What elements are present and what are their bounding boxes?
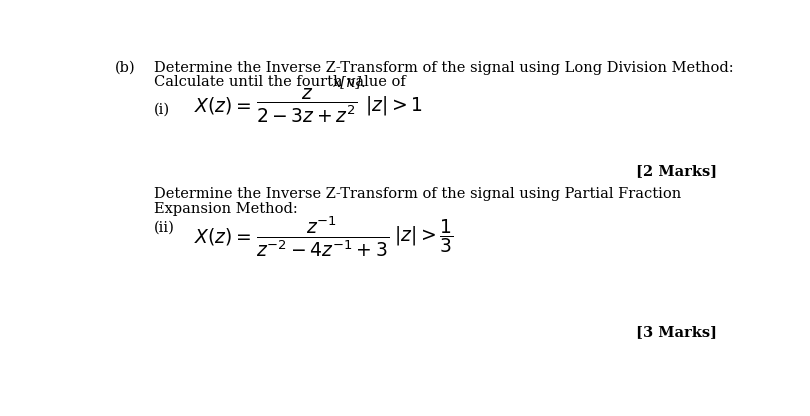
Text: [2 Marks]: [2 Marks] (636, 164, 718, 178)
Text: $X(z) = $: $X(z) = $ (194, 95, 252, 116)
Text: $|z| > 1$: $|z| > 1$ (364, 94, 422, 117)
Text: (b): (b) (115, 61, 136, 75)
Text: (i): (i) (154, 102, 170, 116)
Text: [3 Marks]: [3 Marks] (637, 326, 718, 339)
Text: $\dfrac{z}{2 - 3z + z^2}$: $\dfrac{z}{2 - 3z + z^2}$ (256, 86, 358, 124)
Text: (ii): (ii) (154, 221, 175, 235)
Text: $X(z) = $: $X(z) = $ (194, 226, 252, 247)
Text: $|z| > \dfrac{1}{3}$: $|z| > \dfrac{1}{3}$ (394, 217, 454, 255)
Text: Expansion Method:: Expansion Method: (154, 202, 298, 215)
Text: x[n].: x[n]. (333, 75, 367, 89)
Text: $\dfrac{z^{-1}}{z^{-2} - 4z^{-1} + 3}$: $\dfrac{z^{-1}}{z^{-2} - 4z^{-1} + 3}$ (256, 214, 390, 259)
Text: Determine the Inverse Z-Transform of the signal using Partial Fraction: Determine the Inverse Z-Transform of the… (154, 187, 681, 201)
Text: Calculate until the fourth value of: Calculate until the fourth value of (154, 75, 411, 89)
Text: Determine the Inverse Z-Transform of the signal using Long Division Method:: Determine the Inverse Z-Transform of the… (154, 61, 734, 75)
